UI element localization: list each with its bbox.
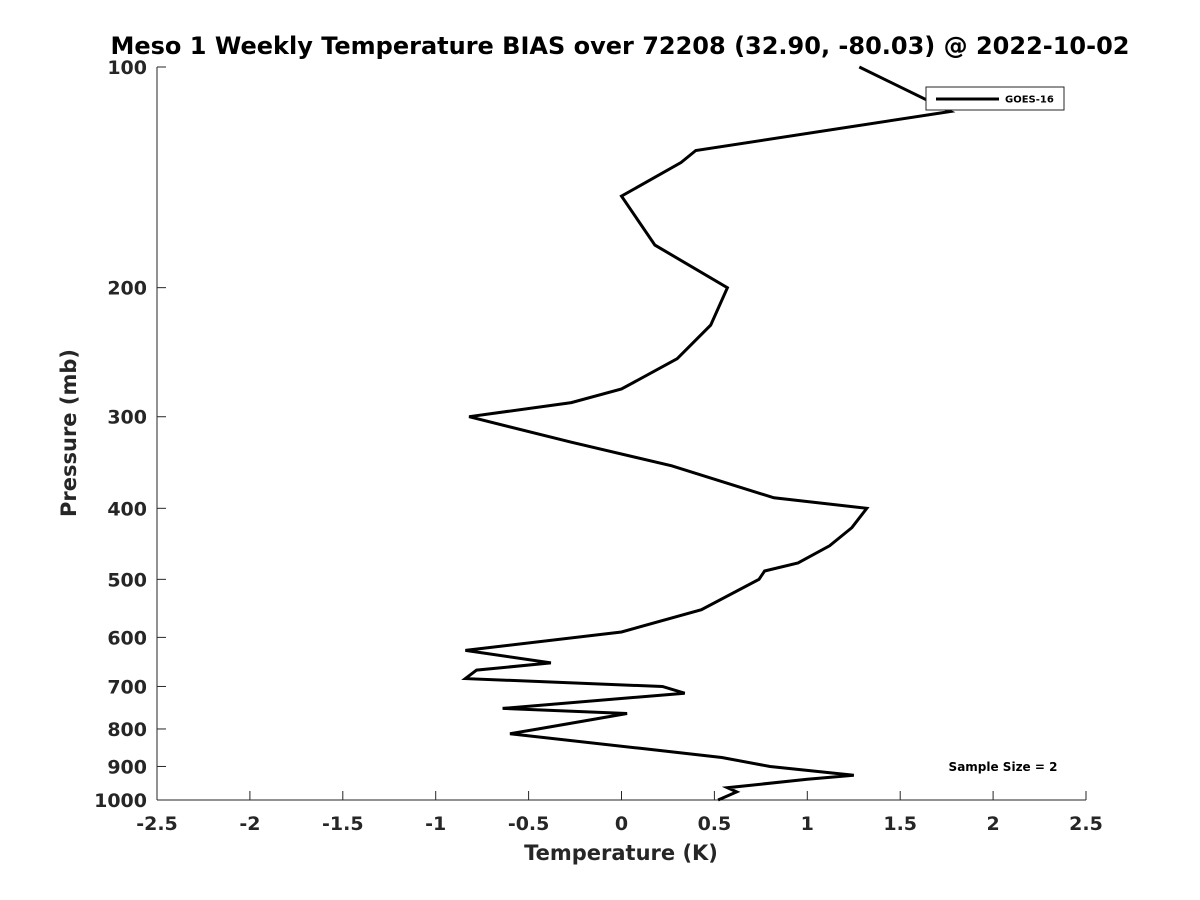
y-ticks: 100 200 300 400 500 600 700 800 900 1000 bbox=[94, 57, 166, 812]
x-tick-label: -2.5 bbox=[136, 813, 178, 835]
x-tick-label: 1 bbox=[801, 813, 814, 835]
x-tick-label: -1.5 bbox=[322, 813, 364, 835]
y-tick-label: 300 bbox=[107, 407, 147, 429]
y-tick-label: 500 bbox=[107, 569, 147, 591]
x-tick-label: -1 bbox=[425, 813, 446, 835]
y-tick-label: 100 bbox=[107, 57, 147, 79]
series-line-goes-16 bbox=[461, 65, 956, 802]
legend-label-goes16: GOES-16 bbox=[1005, 95, 1054, 106]
y-axis-label: Pressure (mb) bbox=[57, 349, 81, 517]
y-tick-label: 700 bbox=[107, 676, 147, 698]
x-tick-label: 2.5 bbox=[1069, 813, 1103, 835]
y-tick-label: 400 bbox=[107, 498, 147, 520]
x-tick-label: 0.5 bbox=[698, 813, 732, 835]
y-tick-label: 200 bbox=[107, 278, 147, 300]
series-layer bbox=[461, 65, 956, 802]
chart-title: Meso 1 Weekly Temperature BIAS over 7220… bbox=[110, 32, 1129, 60]
y-tick-label: 800 bbox=[107, 719, 147, 741]
x-tick-label: 2 bbox=[986, 813, 999, 835]
y-tick-label: 900 bbox=[107, 756, 147, 778]
x-tick-label: -0.5 bbox=[508, 813, 550, 835]
y-tick-label: 1000 bbox=[94, 790, 147, 812]
x-ticks: -2.5 -2 -1.5 -1 -0.5 0 0.5 1 1.5 2 2.5 bbox=[136, 791, 1103, 835]
x-tick-label: 0 bbox=[615, 813, 628, 835]
plot-area: -2.5 -2 -1.5 -1 -0.5 0 0.5 1 1.5 2 2.5 100 200 300 40… bbox=[94, 57, 1103, 835]
x-axis-label: Temperature (K) bbox=[524, 841, 718, 865]
x-tick-label: 1.5 bbox=[883, 813, 917, 835]
x-tick-label: -2 bbox=[239, 813, 260, 835]
y-tick-label: 600 bbox=[107, 627, 147, 649]
legend: GOES-16 bbox=[925, 86, 1065, 111]
sample-size-annotation: Sample Size = 2 bbox=[949, 760, 1058, 774]
